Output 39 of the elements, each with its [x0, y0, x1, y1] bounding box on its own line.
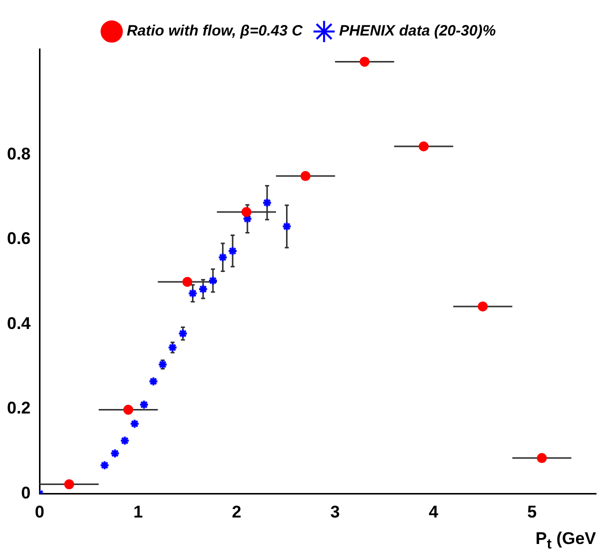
point: [218, 252, 228, 262]
x-tick-label: 1: [133, 502, 143, 522]
point: [536, 453, 547, 464]
point: [158, 359, 168, 370]
point: [241, 207, 252, 218]
point: [262, 198, 272, 208]
point: [300, 171, 311, 182]
point: [282, 221, 292, 232]
point: [120, 436, 130, 446]
point: [198, 284, 208, 294]
point: [100, 460, 110, 470]
point: [360, 56, 370, 67]
legend-label: Ratio with flow, β=0.43 C: [126, 22, 304, 40]
point: [208, 276, 218, 286]
legend-label: PHENIX data (20-30)%: [339, 22, 496, 40]
point: [110, 448, 120, 458]
point: [418, 141, 429, 152]
x-tick-label: 0: [34, 502, 44, 522]
y-tick-label: 0.2: [6, 398, 31, 418]
y-tick-label: 0: [21, 483, 31, 502]
point: [64, 479, 74, 490]
point: [123, 404, 134, 415]
x-tick-label: 5: [527, 502, 537, 522]
x-axis-title: P$_{t}$ (GeV: [536, 528, 596, 552]
x-tick-label: 3: [330, 502, 340, 522]
point: [168, 342, 178, 353]
point: [188, 288, 198, 298]
point: [478, 301, 488, 312]
y-tick-label: 0.4: [6, 314, 32, 333]
y-tick-label: 0.6: [6, 229, 31, 248]
x-tick-label: 2: [232, 502, 242, 522]
point: [148, 376, 158, 386]
point: [139, 400, 150, 410]
y-tick-label: 0.8: [6, 144, 31, 164]
point: [182, 276, 192, 287]
point: [130, 418, 140, 429]
x-tick-label: 4: [428, 502, 439, 522]
point: [178, 328, 188, 339]
point: [228, 246, 238, 256]
